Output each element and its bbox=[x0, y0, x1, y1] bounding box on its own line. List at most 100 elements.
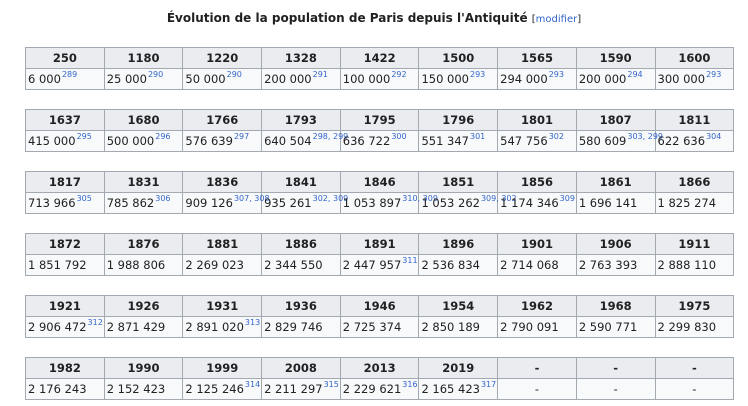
population-cell: - bbox=[497, 378, 577, 400]
reference-link[interactable]: 293 bbox=[706, 70, 722, 79]
population-value: 50 000 bbox=[185, 72, 226, 86]
year-cell: 1793 bbox=[261, 109, 341, 131]
reference-link[interactable]: 295 bbox=[76, 132, 92, 141]
population-cell: 2 891 020313 bbox=[182, 316, 263, 338]
population-table: 250 1180 1220 1328 1422 1500 1565 1590 1600 6 000… bbox=[25, 47, 735, 90]
population-value: 2 152 423 bbox=[106, 382, 166, 396]
population-cell: 150 000293 bbox=[418, 68, 499, 90]
reference-link[interactable]: 292 bbox=[391, 70, 407, 79]
population-value: 576 639 bbox=[185, 134, 233, 148]
year-cell: 1836 bbox=[182, 171, 263, 193]
reference-link[interactable]: 313 bbox=[244, 318, 261, 327]
year-cell: 1637 bbox=[25, 109, 105, 131]
reference-link[interactable]: 294 bbox=[627, 70, 643, 79]
reference-link[interactable]: 306 bbox=[155, 194, 171, 203]
population-value: 580 609 bbox=[578, 134, 627, 148]
reference-link[interactable]: 304 bbox=[706, 132, 722, 141]
year-cell: 1901 bbox=[497, 233, 577, 255]
year-row: 1637 1680 1766 1793 1795 1796 1801 1807 1811 bbox=[25, 109, 735, 131]
year-cell: 1795 bbox=[339, 109, 420, 131]
reference-link[interactable]: 301 bbox=[470, 132, 486, 141]
population-cell: 500 000296 bbox=[103, 130, 184, 152]
reference-link[interactable]: 297 bbox=[233, 132, 250, 141]
value-row: 2 906 472312 2 871 429 2 891 020313 2 829 7… bbox=[25, 316, 735, 338]
population-value: 300 000 bbox=[657, 72, 706, 86]
population-cell: 2 725 374 bbox=[339, 316, 420, 338]
reference-link[interactable]: 300 bbox=[391, 132, 407, 141]
year-cell: 1841 bbox=[261, 171, 341, 193]
reference-link[interactable]: 305 bbox=[76, 194, 92, 203]
population-value: 2 125 246 bbox=[185, 382, 244, 396]
reference-link[interactable]: 289 bbox=[61, 70, 78, 79]
population-cell: 1 174 346309 bbox=[497, 192, 577, 214]
year-cell: 2008 bbox=[261, 357, 341, 379]
year-row: 250 1180 1220 1328 1422 1500 1565 1590 1600 bbox=[25, 47, 735, 69]
population-cell: 2 763 393 bbox=[575, 254, 656, 276]
population-value: 1 988 806 bbox=[106, 258, 166, 272]
population-cell: 640 504298, 299 bbox=[261, 130, 348, 152]
year-cell: 1926 bbox=[103, 295, 184, 317]
population-value: 1 053 897 bbox=[342, 196, 402, 210]
year-cell: 1946 bbox=[339, 295, 420, 317]
year-cell: 1565 bbox=[497, 47, 577, 69]
year-cell: 1968 bbox=[575, 295, 656, 317]
year-cell: 1422 bbox=[339, 47, 420, 69]
population-cell: 576 639297 bbox=[182, 130, 263, 152]
year-cell: 1680 bbox=[103, 109, 184, 131]
population-value: 200 000 bbox=[578, 72, 627, 86]
reference-link[interactable]: 312 bbox=[87, 318, 103, 327]
population-cell: 300 000293 bbox=[654, 68, 735, 90]
reference-link[interactable]: 303, 299 bbox=[627, 132, 663, 141]
edit-link[interactable]: modifier bbox=[535, 14, 578, 25]
reference-link[interactable]: 316 bbox=[402, 380, 418, 389]
population-cell: 2 176 243 bbox=[25, 378, 105, 400]
population-cell: 1 988 806 bbox=[103, 254, 184, 276]
reference-link[interactable]: 309, 302 bbox=[480, 194, 517, 203]
population-cell: 2 888 110 bbox=[654, 254, 735, 276]
population-cell: 1 696 141 bbox=[575, 192, 656, 214]
reference-link[interactable]: 307, 308 bbox=[233, 194, 270, 203]
reference-link[interactable]: 310, 309 bbox=[402, 194, 438, 203]
reference-link[interactable]: 302 bbox=[548, 132, 564, 141]
reference-link[interactable]: 293 bbox=[470, 70, 486, 79]
population-cell: 622 636304 bbox=[654, 130, 735, 152]
reference-link[interactable]: 290 bbox=[226, 70, 242, 79]
year-cell: 1807 bbox=[575, 109, 656, 131]
year-cell: 1891 bbox=[339, 233, 420, 255]
year-cell: 1975 bbox=[654, 295, 735, 317]
population-cell: 2 165 423317 bbox=[418, 378, 499, 400]
year-row: 1817 1831 1836 1841 1846 1851 1856 1861 1866 bbox=[25, 171, 735, 193]
year-cell: - bbox=[654, 357, 735, 379]
population-cell: 200 000294 bbox=[575, 68, 656, 90]
population-value: 2 829 746 bbox=[264, 320, 323, 334]
reference-link[interactable]: 311 bbox=[402, 256, 418, 265]
population-cell: 1 053 897310, 309 bbox=[339, 192, 438, 214]
reference-link[interactable]: 298, 299 bbox=[312, 132, 349, 141]
reference-link[interactable]: 302, 309 bbox=[312, 194, 349, 203]
reference-link[interactable]: 315 bbox=[323, 380, 339, 389]
reference-link[interactable]: 317 bbox=[480, 380, 497, 389]
population-cell: 50 000290 bbox=[182, 68, 263, 90]
population-value: 200 000 bbox=[264, 72, 312, 86]
year-cell: 1881 bbox=[182, 233, 263, 255]
year-cell: 1999 bbox=[182, 357, 263, 379]
reference-link[interactable]: 309 bbox=[559, 194, 575, 203]
reference-link[interactable]: 293 bbox=[548, 70, 564, 79]
population-value: 1 825 274 bbox=[657, 196, 717, 210]
edit-section: [modifier] bbox=[531, 14, 582, 25]
population-value: 2 165 423 bbox=[421, 382, 480, 396]
year-cell: 1872 bbox=[25, 233, 105, 255]
year-cell: 2013 bbox=[339, 357, 420, 379]
reference-link[interactable]: 290 bbox=[147, 70, 164, 79]
population-value: - bbox=[534, 382, 540, 396]
population-cell: 415 000295 bbox=[25, 130, 105, 152]
population-value: 150 000 bbox=[421, 72, 469, 86]
population-cell: 2 269 023 bbox=[182, 254, 263, 276]
population-cell: 6 000289 bbox=[25, 68, 105, 90]
reference-link[interactable]: 291 bbox=[312, 70, 328, 79]
reference-link[interactable]: 296 bbox=[155, 132, 171, 141]
reference-link[interactable]: 314 bbox=[244, 380, 261, 389]
population-value: 2 871 429 bbox=[106, 320, 166, 334]
population-value: 713 966 bbox=[28, 196, 76, 210]
year-cell: 1936 bbox=[261, 295, 341, 317]
